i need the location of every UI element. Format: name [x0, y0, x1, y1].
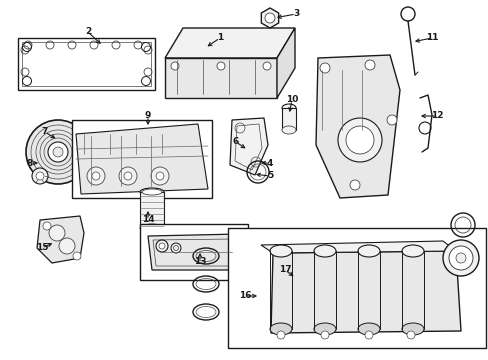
Polygon shape [148, 234, 240, 270]
Text: 13: 13 [193, 257, 206, 266]
Circle shape [156, 240, 168, 252]
Text: 6: 6 [232, 138, 239, 147]
Polygon shape [261, 8, 278, 28]
Text: 7: 7 [42, 127, 48, 136]
Bar [140, 224, 247, 280]
Ellipse shape [313, 245, 335, 257]
Polygon shape [261, 241, 455, 253]
Circle shape [386, 115, 396, 125]
Circle shape [49, 225, 65, 241]
Circle shape [171, 62, 179, 70]
Text: 11: 11 [425, 33, 437, 42]
Circle shape [263, 62, 270, 70]
Text: 4: 4 [266, 158, 273, 167]
Text: 1: 1 [217, 33, 223, 42]
Polygon shape [76, 124, 207, 194]
Circle shape [32, 168, 48, 184]
Text: 12: 12 [430, 112, 442, 121]
Ellipse shape [269, 323, 291, 335]
Circle shape [119, 167, 137, 185]
Text: 3: 3 [292, 9, 299, 18]
Circle shape [337, 118, 381, 162]
Circle shape [36, 172, 44, 180]
Text: 15: 15 [36, 243, 48, 252]
Circle shape [455, 253, 465, 263]
Ellipse shape [357, 245, 379, 257]
Text: 17: 17 [278, 266, 291, 274]
Text: 8: 8 [27, 158, 33, 167]
Polygon shape [164, 28, 294, 58]
Circle shape [48, 142, 68, 162]
Circle shape [26, 120, 90, 184]
Circle shape [59, 238, 75, 254]
Circle shape [406, 331, 414, 339]
Bar [282, 108, 295, 130]
Text: 10: 10 [285, 95, 298, 104]
Text: 5: 5 [266, 171, 273, 180]
Circle shape [159, 243, 164, 249]
Circle shape [87, 167, 105, 185]
Text: 14: 14 [142, 216, 154, 225]
Polygon shape [164, 58, 276, 98]
Ellipse shape [140, 188, 163, 196]
Ellipse shape [269, 245, 291, 257]
Circle shape [276, 331, 285, 339]
Text: 16: 16 [238, 292, 251, 301]
Circle shape [53, 147, 63, 157]
Bar [72, 120, 212, 198]
Bar [18, 38, 155, 90]
Circle shape [124, 172, 132, 180]
Text: 9: 9 [144, 112, 151, 121]
Circle shape [319, 63, 329, 73]
Ellipse shape [401, 323, 423, 335]
Circle shape [43, 222, 51, 230]
Ellipse shape [282, 126, 295, 134]
Text: 2: 2 [85, 27, 91, 36]
Polygon shape [229, 118, 267, 175]
Circle shape [364, 331, 372, 339]
Polygon shape [315, 55, 399, 198]
Circle shape [364, 60, 374, 70]
Circle shape [156, 172, 163, 180]
Circle shape [217, 62, 224, 70]
Bar [140, 192, 163, 228]
Polygon shape [37, 216, 84, 263]
Bar [22, 42, 151, 86]
Polygon shape [270, 251, 460, 333]
Circle shape [73, 252, 81, 260]
Ellipse shape [142, 189, 162, 195]
Circle shape [346, 126, 373, 154]
Ellipse shape [357, 323, 379, 335]
Circle shape [320, 331, 328, 339]
Ellipse shape [282, 104, 295, 112]
Polygon shape [276, 28, 294, 98]
Bar [227, 228, 485, 348]
Circle shape [264, 13, 274, 23]
Ellipse shape [313, 323, 335, 335]
Circle shape [448, 246, 472, 270]
Circle shape [349, 180, 359, 190]
Circle shape [442, 240, 478, 276]
Circle shape [151, 167, 169, 185]
Ellipse shape [401, 245, 423, 257]
Ellipse shape [140, 224, 163, 232]
Circle shape [92, 172, 100, 180]
